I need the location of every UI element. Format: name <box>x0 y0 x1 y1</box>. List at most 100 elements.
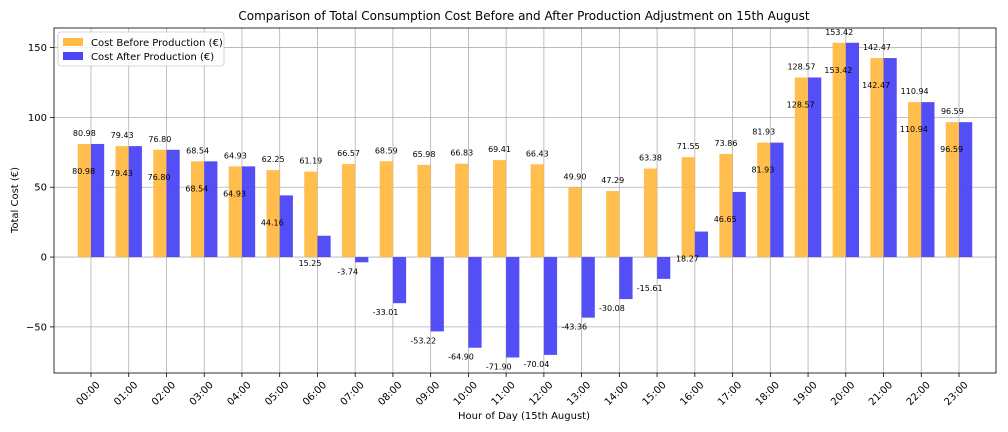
bar-before-07:00 <box>341 164 356 258</box>
data-label-after: -71.90 <box>486 362 512 371</box>
bar-after-12:00 <box>543 257 558 355</box>
bar-before-17:00 <box>719 153 733 258</box>
bar-before-13:00 <box>568 187 582 258</box>
bar-after-22:00 <box>921 102 935 258</box>
bar-before-16:00 <box>681 157 695 258</box>
legend-swatch <box>63 52 83 60</box>
bar-before-06:00 <box>304 171 318 258</box>
data-label-after: 79.43 <box>110 169 133 178</box>
data-label-after: 128.57 <box>787 100 815 109</box>
data-label-before: 65.98 <box>413 150 436 159</box>
bar-after-20:00 <box>845 42 860 258</box>
data-label-after: 142.47 <box>862 81 890 90</box>
bar-after-19:00 <box>808 77 822 258</box>
data-label-before: 80.98 <box>73 129 96 138</box>
data-label-before: 68.59 <box>375 146 398 155</box>
bar-after-11:00 <box>506 257 520 358</box>
legend: Cost Before Production (€) Cost After Pro… <box>57 31 225 67</box>
bar-before-00:00 <box>77 143 91 258</box>
bar-before-15:00 <box>643 168 658 258</box>
bar-before-09:00 <box>417 164 431 258</box>
data-label-after: 76.80 <box>148 173 171 182</box>
data-label-before: 66.43 <box>526 149 549 158</box>
x-tick-label: 05:00 <box>263 380 291 408</box>
bar-after-01:00 <box>128 146 142 258</box>
bars-layer <box>77 42 973 358</box>
data-label-after: 64.93 <box>223 189 246 198</box>
x-tick-label: 06:00 <box>301 380 329 408</box>
bar-before-04:00 <box>228 166 242 258</box>
data-label-before: 96.59 <box>941 107 964 116</box>
bar-after-02:00 <box>166 149 180 258</box>
bar-before-01:00 <box>115 146 129 258</box>
x-tick-label: 23:00 <box>943 380 971 408</box>
x-tick-label: 00:00 <box>74 380 102 408</box>
data-label-before: 79.43 <box>111 131 134 140</box>
x-tick-label: 21:00 <box>867 380 895 408</box>
bar-before-18:00 <box>757 142 771 258</box>
bar-before-19:00 <box>794 77 809 258</box>
bar-before-10:00 <box>455 163 469 258</box>
legend-entry: Cost After Production (€) <box>91 52 214 63</box>
bar-after-00:00 <box>90 143 105 258</box>
data-label-before: 110.94 <box>901 87 929 96</box>
x-tick-label: 15:00 <box>641 380 669 408</box>
legend-box <box>57 31 225 67</box>
bar-after-03:00 <box>204 161 218 258</box>
data-label-before: 61.19 <box>299 157 322 166</box>
bar-after-06:00 <box>317 235 331 258</box>
bar-before-22:00 <box>908 102 922 258</box>
bar-before-23:00 <box>945 122 960 258</box>
data-label-after: 46.65 <box>714 215 737 224</box>
data-label-before: 66.83 <box>450 149 473 158</box>
x-tick-label: 18:00 <box>754 380 782 408</box>
bar-after-23:00 <box>959 122 973 258</box>
bar-after-16:00 <box>694 231 709 258</box>
data-label-before: 66.57 <box>337 149 360 158</box>
data-label-after: 44.16 <box>261 218 284 227</box>
x-tick-label: 20:00 <box>829 380 857 408</box>
data-label-before: 68.54 <box>186 146 209 155</box>
data-label-after: -70.04 <box>524 360 550 369</box>
x-tick-label: 14:00 <box>603 380 631 408</box>
x-tick-label: 10:00 <box>452 380 480 408</box>
data-label-after: 18.27 <box>676 255 699 264</box>
bar-before-02:00 <box>153 149 167 258</box>
data-label-after: -33.01 <box>373 308 399 317</box>
data-label-before: 47.29 <box>601 176 624 185</box>
bar-after-18:00 <box>770 142 784 258</box>
data-label-before: 76.80 <box>148 135 171 144</box>
bar-before-05:00 <box>266 170 280 258</box>
data-label-before: 62.25 <box>262 155 285 164</box>
data-label-before: 63.38 <box>639 154 662 163</box>
x-tick-label: 02:00 <box>150 380 178 408</box>
bar-before-03:00 <box>190 161 205 258</box>
bar-before-11:00 <box>492 160 507 258</box>
bar-after-13:00 <box>581 257 595 318</box>
x-tick-label: 01:00 <box>112 380 140 408</box>
x-tick-label: 19:00 <box>792 380 820 408</box>
x-tick-label: 08:00 <box>376 380 404 408</box>
x-tick-label: 13:00 <box>565 380 593 408</box>
data-label-before: 69.41 <box>488 145 511 154</box>
data-label-after: 81.93 <box>751 166 774 175</box>
data-label-after: 96.59 <box>940 145 963 154</box>
data-label-after: -43.36 <box>561 323 587 332</box>
bar-after-14:00 <box>619 257 633 300</box>
data-label-before: 142.47 <box>863 43 891 52</box>
data-label-after: -3.74 <box>337 267 358 276</box>
x-tick-label: 16:00 <box>678 380 706 408</box>
bar-after-09:00 <box>430 257 444 332</box>
data-label-after: -64.90 <box>448 353 474 362</box>
data-label-before: 49.90 <box>564 172 587 181</box>
data-label-after: 153.42 <box>824 66 852 75</box>
bar-after-10:00 <box>468 257 482 348</box>
bar-after-05:00 <box>279 195 293 258</box>
y-tick-label: 50 <box>34 183 47 194</box>
plot-frame <box>53 27 997 374</box>
y-tick-label: 0 <box>41 253 47 264</box>
bar-after-07:00 <box>355 257 369 263</box>
data-label-before: 71.55 <box>677 142 700 151</box>
data-label-before: 153.42 <box>825 28 853 37</box>
